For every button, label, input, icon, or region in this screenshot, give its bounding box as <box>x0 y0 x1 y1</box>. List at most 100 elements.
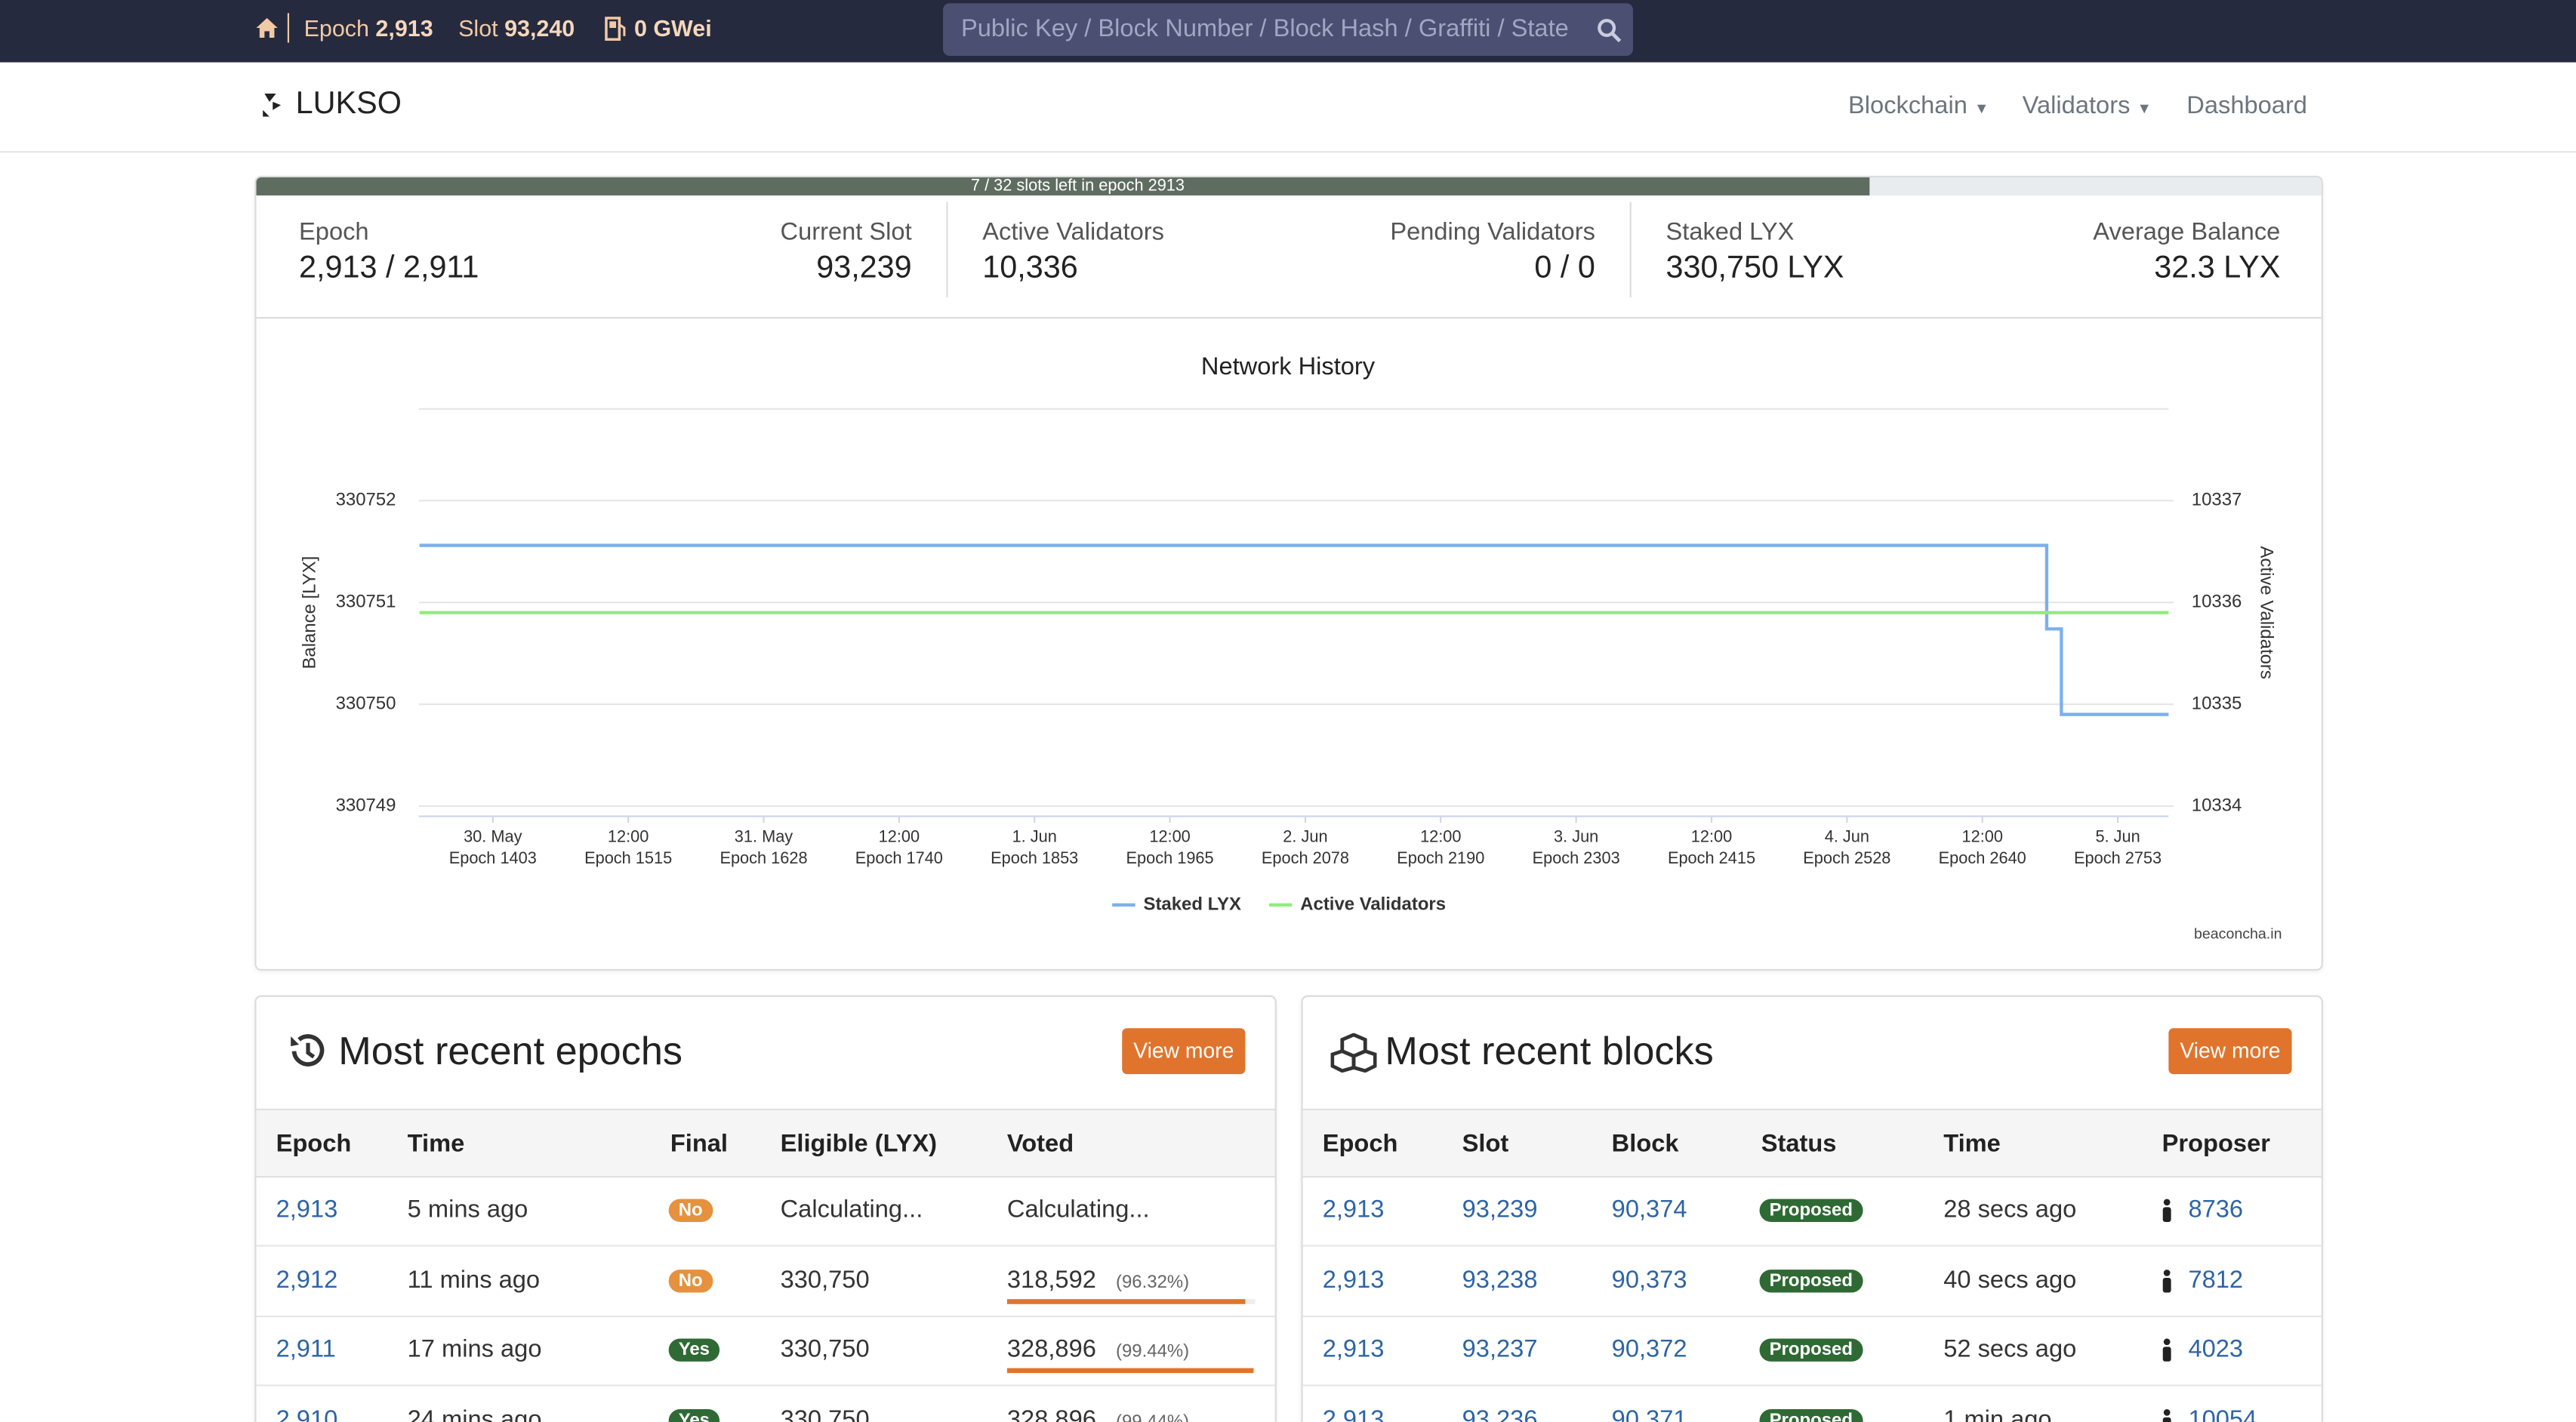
table-row: 2,913 93,236 90,371 Proposed 1 min ago 10054 <box>1303 1385 2322 1422</box>
divider <box>946 202 948 297</box>
table-row: 2,911 17 mins ago Yes 330,750 328,896 (99.44%… <box>256 1316 1275 1387</box>
nav-link[interactable]: Dashboard <box>2186 91 2307 120</box>
stat-value: 0 / 0 <box>1534 251 1595 286</box>
voted-percent: (99.44%) <box>1116 1411 1190 1422</box>
brand[interactable]: LUKSO <box>295 87 402 122</box>
y-tick-label: 330749 <box>336 795 396 815</box>
epoch-progress: 7 / 32 slots left in epoch 2913 <box>256 177 2322 195</box>
column-header: Voted <box>1006 1130 1074 1159</box>
table-row: 2,910 24 mins ago Yes 330,750 328,896 (99.44%… <box>256 1385 1274 1422</box>
epoch-link[interactable]: 2,913 <box>276 1196 338 1224</box>
credits[interactable]: beaconcha.in <box>2194 925 2282 942</box>
x-tick-label: Epoch 1403 <box>449 848 537 867</box>
epoch-link[interactable]: 2,913 <box>1322 1196 1385 1224</box>
vote-bar <box>1006 1368 1256 1374</box>
epoch-link[interactable]: 2,912 <box>276 1265 338 1294</box>
block-link[interactable]: 90,372 <box>1611 1335 1687 1364</box>
view-more-button[interactable]: View more <box>1122 1028 1246 1075</box>
proposer-link[interactable]: 8736 <box>2188 1196 2244 1224</box>
y-tick-label: 330751 <box>336 591 396 611</box>
x-tick-label: Epoch 1740 <box>855 848 943 867</box>
time: 40 secs ago <box>1943 1265 2077 1294</box>
epoch-link[interactable]: 2,913 <box>1322 1265 1385 1294</box>
epoch-link[interactable]: 2,911 <box>276 1335 336 1364</box>
epoch-link[interactable]: 2,913 <box>1322 1335 1385 1364</box>
block-link[interactable]: 90,373 <box>1611 1265 1687 1294</box>
overview-card: 7 / 32 slots left in epoch 2913 Epoch 2,… <box>254 175 2323 971</box>
search-input[interactable]: Public Key / Block Number / Block Hash /… <box>943 3 1633 56</box>
block-link[interactable]: 90,371 <box>1611 1405 1687 1422</box>
column-header: Block <box>1611 1130 1679 1159</box>
x-tick-label: Epoch 2078 <box>1262 848 1349 867</box>
column-header: Eligible (LYX) <box>780 1130 937 1159</box>
slot-link[interactable]: 93,238 <box>1462 1265 1538 1294</box>
y2-tick-label: 10334 <box>2192 795 2242 815</box>
eligible: 330,750 <box>780 1265 870 1294</box>
stat-label: Average Balance <box>2093 218 2281 247</box>
stat-label: Active Validators <box>982 218 1164 247</box>
x-tick-label: 12:00 <box>879 827 920 846</box>
slot-link[interactable]: 93,239 <box>1462 1196 1538 1224</box>
nav-link[interactable]: Validators ▼ <box>2022 91 2152 120</box>
card-title: Most recent epochs <box>338 1030 683 1075</box>
stat-label: Staked LYX <box>1665 218 1795 247</box>
proposer-link[interactable]: 7812 <box>2188 1265 2244 1294</box>
table-row: 2,913 93,238 90,373 Proposed 40 secs ago 7812 <box>1302 1246 2322 1317</box>
epoch-info[interactable]: Epoch 2,913 <box>304 15 433 42</box>
block-link[interactable]: 90,374 <box>1611 1196 1687 1224</box>
x-tick-label: Epoch 2753 <box>2074 848 2162 867</box>
person-icon <box>2162 1408 2171 1422</box>
column-header: Time <box>1943 1130 2001 1159</box>
nav-link[interactable]: Blockchain ▼ <box>1848 91 1989 120</box>
x-tick-label: Epoch 1853 <box>991 848 1078 867</box>
divider <box>1629 202 1632 297</box>
table-header: Epoch Slot Block Status Time Proposer <box>1302 1108 2322 1178</box>
x-tick-label: Epoch 2528 <box>1803 848 1890 867</box>
cubes-icon <box>1330 1033 1377 1073</box>
nav-bar: LUKSO Blockchain ▼ Validators ▼ Dashboar… <box>0 62 2576 153</box>
x-tick-label: 5. Jun <box>2095 827 2140 846</box>
slot-link[interactable]: 93,236 <box>1462 1405 1538 1422</box>
slot-link[interactable]: 93,237 <box>1462 1335 1538 1364</box>
value: 93,240 <box>504 14 575 42</box>
column-header: Epoch <box>1322 1130 1398 1159</box>
table-row: 2,913 93,237 90,372 Proposed 52 secs ago 4023 <box>1302 1316 2322 1387</box>
label: Validators <box>2022 91 2131 120</box>
gas-price[interactable]: 0 GWei <box>634 15 712 42</box>
epoch-link[interactable]: 2,913 <box>1322 1405 1385 1422</box>
value: 0 GWei <box>633 14 712 42</box>
column-header: Final <box>670 1130 729 1159</box>
column-header: Slot <box>1462 1130 1509 1159</box>
view-more-button[interactable]: View more <box>2168 1028 2292 1075</box>
proposer-link[interactable]: 4023 <box>2188 1335 2244 1364</box>
x-tick-label: 31. May <box>735 827 793 846</box>
logo[interactable] <box>260 91 286 120</box>
stat-value: 2,913 / 2,911 <box>299 251 479 286</box>
stat-value: 32.3 LYX <box>2154 251 2281 286</box>
x-tick-label: 12:00 <box>1691 827 1732 846</box>
time: 24 mins ago <box>407 1405 542 1422</box>
voted-percent: (99.44%) <box>1116 1341 1190 1362</box>
divider <box>287 13 289 43</box>
stat-label: Pending Validators <box>1390 218 1595 247</box>
search-icon[interactable] <box>1597 18 1622 43</box>
x-tick-label: Epoch 2303 <box>1533 848 1620 867</box>
badge: Yes <box>668 1338 720 1362</box>
epochs-card: Most recent epochs View more Epoch Time Fina… <box>254 995 1277 1422</box>
column-header: Status <box>1761 1130 1837 1159</box>
legend-item[interactable]: Active Validators <box>1268 894 1446 914</box>
badge: Proposed <box>1759 1268 1863 1292</box>
proposer-link[interactable]: 10054 <box>2188 1405 2257 1422</box>
history-icon <box>291 1034 325 1066</box>
slot-info[interactable]: Slot 93,240 <box>458 15 575 42</box>
label: Blockchain <box>1848 91 1967 120</box>
home-icon[interactable] <box>254 17 279 39</box>
eligible: 330,750 <box>780 1405 870 1422</box>
epoch-link[interactable]: 2,910 <box>276 1405 338 1422</box>
series-line <box>419 543 2169 716</box>
vote-bar-fill <box>1006 1368 1254 1374</box>
legend-item[interactable]: Staked LYX <box>1112 894 1241 914</box>
chart-title: Network History <box>1201 352 1376 380</box>
